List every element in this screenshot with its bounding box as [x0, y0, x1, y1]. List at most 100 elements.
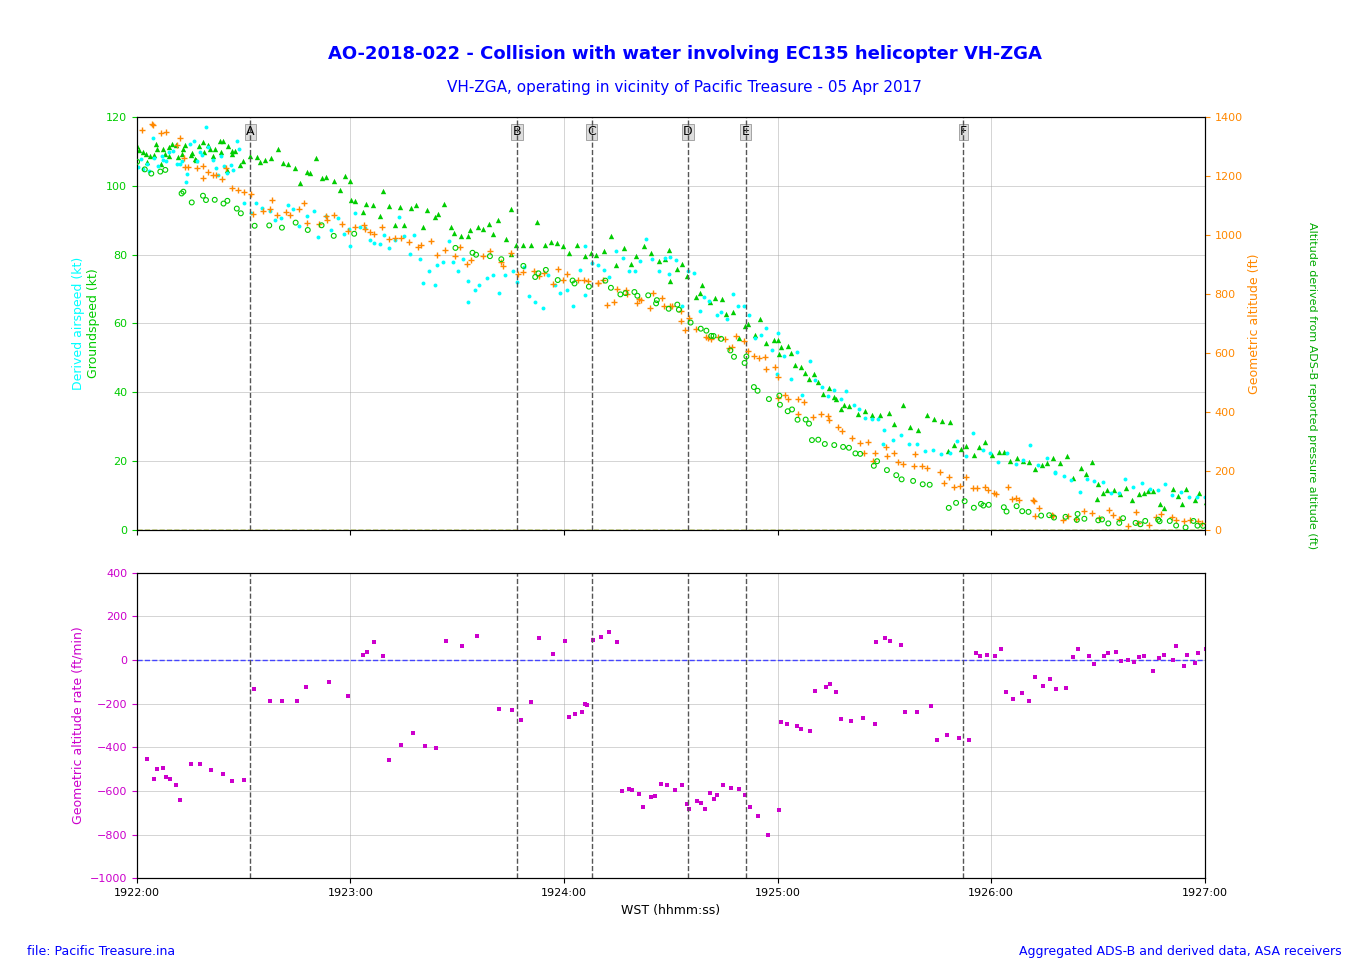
Point: [1183, 513, 1205, 529]
Point: [267, 207, 289, 223]
Point: [131, 161, 153, 177]
Point: [171, 153, 193, 169]
Point: [694, 289, 716, 305]
Point: [597, 298, 619, 313]
Point: [1117, 652, 1139, 668]
Point: [1086, 492, 1108, 508]
Point: [209, 143, 231, 159]
Point: [815, 436, 836, 452]
Point: [1146, 509, 1168, 525]
Point: [1066, 512, 1088, 528]
Point: [270, 210, 292, 225]
Point: [830, 390, 852, 406]
Point: [1127, 515, 1149, 531]
Point: [743, 327, 765, 343]
Point: [461, 245, 483, 261]
Point: [345, 205, 367, 221]
Point: [939, 415, 961, 430]
Point: [204, 192, 226, 208]
Point: [570, 262, 591, 277]
Point: [906, 705, 928, 720]
Point: [813, 386, 835, 402]
Point: [1134, 486, 1155, 502]
Point: [383, 217, 405, 232]
Point: [156, 124, 178, 140]
Point: [664, 782, 686, 797]
Point: [197, 164, 219, 180]
Point: [398, 246, 420, 262]
Point: [1139, 481, 1161, 497]
Point: [242, 206, 264, 222]
Point: [1165, 512, 1187, 528]
Point: [170, 131, 192, 146]
Point: [423, 277, 445, 293]
Point: [1079, 648, 1101, 664]
Point: [795, 412, 817, 427]
Point: [611, 783, 632, 798]
Point: [1131, 475, 1153, 491]
Point: [408, 239, 430, 255]
Point: [155, 153, 177, 169]
Point: [876, 463, 898, 478]
Point: [418, 263, 439, 278]
Point: [743, 330, 765, 346]
Point: [598, 268, 620, 284]
Point: [1105, 644, 1127, 660]
Point: [734, 787, 756, 802]
Point: [734, 355, 756, 371]
Point: [212, 196, 234, 212]
Point: [983, 485, 1005, 501]
Point: [178, 159, 200, 175]
Point: [145, 137, 167, 152]
Point: [519, 288, 541, 304]
Point: [465, 247, 487, 263]
Point: [185, 152, 207, 168]
Point: [717, 340, 739, 355]
Point: [1179, 512, 1201, 528]
Point: [164, 777, 186, 793]
Point: [411, 237, 433, 253]
Point: [1098, 645, 1120, 661]
Point: [574, 696, 596, 712]
Point: [142, 131, 164, 146]
Point: [126, 103, 148, 119]
Point: [1032, 678, 1054, 694]
Point: [543, 277, 565, 293]
Point: [500, 202, 522, 218]
Point: [676, 267, 698, 283]
Point: [445, 240, 467, 256]
Point: [1006, 450, 1028, 466]
Point: [157, 140, 179, 155]
Point: [842, 397, 864, 413]
Point: [1108, 511, 1129, 527]
Point: [296, 209, 318, 224]
Point: [1121, 492, 1143, 508]
Point: [134, 162, 156, 178]
Point: [512, 237, 534, 253]
Point: [571, 704, 593, 719]
Point: [993, 500, 1014, 515]
Point: [559, 710, 580, 725]
Point: [826, 684, 847, 700]
Point: [830, 401, 852, 417]
Point: [654, 250, 676, 265]
Point: [370, 209, 392, 224]
Point: [689, 285, 711, 301]
Point: [956, 438, 977, 454]
Point: [355, 221, 376, 236]
Point: [200, 761, 222, 777]
Point: [605, 243, 627, 259]
Point: [954, 494, 976, 509]
Point: [287, 202, 309, 218]
Point: [1187, 645, 1209, 661]
Point: [1154, 476, 1176, 492]
Point: [574, 249, 596, 264]
Point: [602, 294, 624, 309]
Point: [426, 258, 448, 273]
Point: [650, 777, 672, 793]
Point: [171, 145, 193, 161]
Point: [585, 247, 606, 263]
Point: [523, 264, 545, 279]
Point: [1149, 513, 1170, 529]
Point: [286, 693, 308, 709]
